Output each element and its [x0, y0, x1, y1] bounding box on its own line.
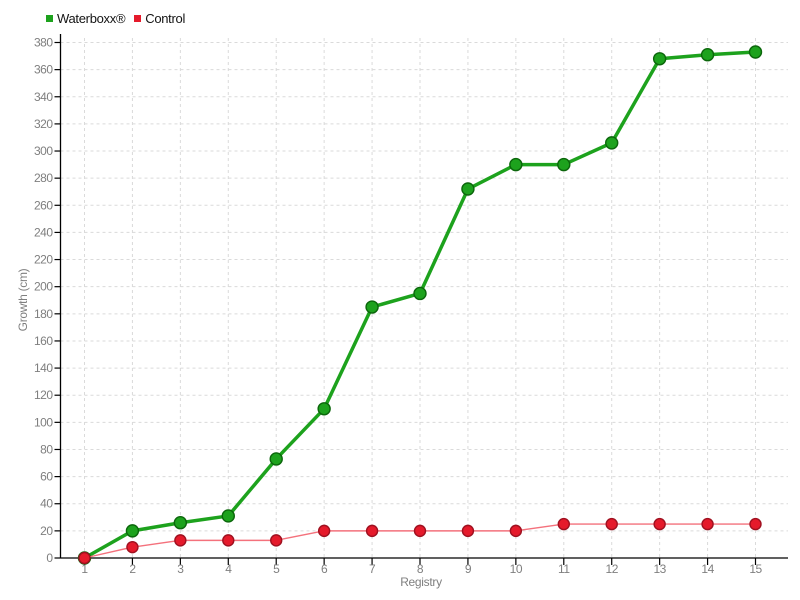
data-point: [413, 524, 427, 538]
y-tick-label: 80: [40, 442, 53, 456]
y-tick-label: 40: [40, 497, 53, 511]
data-point: [701, 517, 714, 531]
x-tick-label: 9: [465, 562, 472, 576]
data-point: [78, 551, 91, 565]
data-point: [557, 517, 570, 531]
y-tick-label: 260: [34, 198, 53, 212]
y-tick-label: 380: [34, 36, 53, 50]
legend-label-waterboxx: Waterboxx®: [57, 11, 126, 26]
x-tick-label: 14: [701, 562, 714, 576]
data-point: [222, 534, 235, 547]
data-point: [125, 524, 140, 538]
y-tick-label: 120: [34, 388, 53, 402]
data-point: [509, 524, 523, 538]
x-tick-label: 8: [417, 562, 424, 576]
x-tick-label: 2: [129, 562, 136, 576]
y-tick-label: 20: [40, 524, 53, 538]
data-point: [365, 300, 379, 314]
data-point: [749, 517, 762, 531]
y-tick-label: 140: [34, 361, 53, 375]
data-point: [461, 524, 475, 538]
legend-swatch-control: [134, 15, 142, 22]
y-tick-label: 180: [34, 307, 53, 321]
data-point: [269, 452, 283, 466]
data-point: [270, 534, 283, 547]
y-tick-label: 160: [34, 334, 53, 348]
data-point: [413, 286, 427, 301]
x-tick-label: 10: [510, 562, 523, 576]
data-point: [221, 509, 235, 523]
data-point: [173, 516, 188, 530]
x-tick-label: 6: [321, 562, 328, 576]
data-point: [557, 157, 571, 172]
x-tick-label: 7: [369, 562, 376, 576]
data-point: [317, 402, 331, 416]
x-tick-label: 5: [273, 562, 280, 576]
data-point: [748, 45, 763, 59]
data-point: [174, 534, 187, 547]
x-tick-label: 11: [558, 562, 570, 576]
y-tick-label: 360: [34, 63, 53, 77]
y-tick-label: 320: [34, 117, 53, 131]
chart-legend: Waterboxx® Control: [46, 11, 185, 26]
y-axis-title: Growth (cm): [16, 268, 30, 331]
y-tick-label: 220: [34, 253, 53, 267]
data-point: [605, 136, 619, 150]
data-point: [605, 517, 618, 531]
x-axis-title: Registry: [400, 575, 442, 589]
series-layer: [77, 45, 763, 565]
x-tick-label: 12: [606, 562, 619, 576]
y-tick-label: 100: [34, 415, 53, 429]
y-tick-label: 340: [34, 90, 53, 104]
x-tick-label: 15: [749, 562, 762, 576]
x-tick-label: 13: [653, 562, 666, 576]
data-point: [700, 48, 715, 62]
data-point: [461, 182, 475, 196]
y-tick-label: 240: [34, 225, 53, 239]
axes-layer: 0 20 40 60 80 100 120 140 160 180 200 220 240 260 280 3…: [34, 34, 788, 576]
x-tick-label: 1: [81, 562, 88, 576]
grid-layer: [60, 38, 788, 558]
y-tick-label: 280: [34, 171, 53, 185]
y-tick-label: 0: [46, 551, 53, 565]
x-tick-label: 4: [225, 562, 232, 576]
y-tick-label: 60: [40, 470, 53, 484]
legend-item-control: Control: [134, 11, 185, 26]
legend-item-waterboxx: Waterboxx®: [46, 11, 126, 26]
data-point: [365, 524, 379, 538]
data-point: [653, 517, 666, 531]
data-point: [317, 524, 331, 538]
x-tick-label: 3: [177, 562, 184, 576]
data-point: [126, 540, 139, 554]
legend-label-control: Control: [145, 11, 186, 26]
y-tick-label: 300: [34, 144, 53, 158]
data-point: [509, 157, 523, 172]
y-tick-label: 200: [34, 280, 53, 294]
legend-swatch-waterboxx: [46, 15, 53, 22]
data-point: [652, 52, 667, 66]
